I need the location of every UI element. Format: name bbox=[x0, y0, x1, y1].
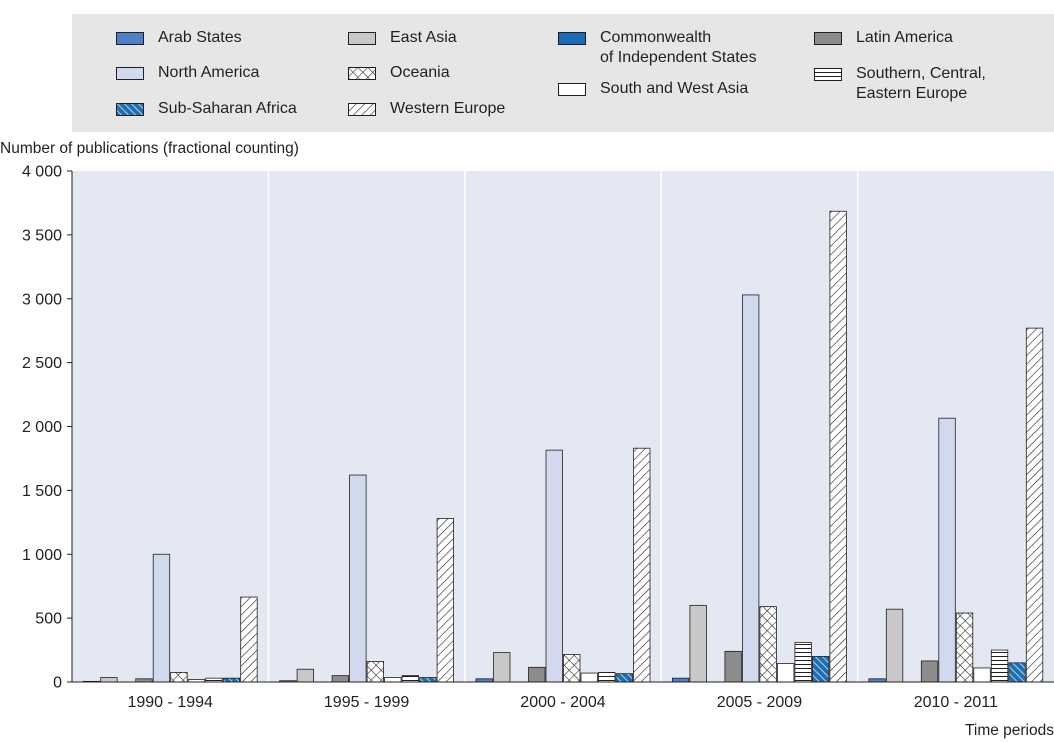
bar-east-asia-2 bbox=[493, 652, 511, 683]
bar-western-europe-2 bbox=[633, 447, 651, 683]
y-tick-label: 4 000 bbox=[22, 164, 62, 181]
legend-swatch-oceania bbox=[348, 67, 376, 80]
x-tick-label: 2005 - 2009 bbox=[717, 694, 803, 711]
x-tick-label: 2010 - 2011 bbox=[914, 694, 998, 711]
legend-swatch-east-asia bbox=[348, 32, 376, 45]
bar-sub-saharan-africa-4 bbox=[1008, 662, 1026, 683]
plot-area bbox=[72, 171, 1054, 682]
bar-sub-saharan-africa-2 bbox=[615, 673, 633, 683]
legend: Arab States North America Sub-Saharan Af… bbox=[72, 14, 1054, 132]
bar-south-and-west-asia-1 bbox=[384, 677, 402, 683]
bar-north-america-3 bbox=[742, 294, 760, 683]
bar-southern-central-eastern-europe-3 bbox=[794, 641, 812, 683]
legend-label: Arab States bbox=[158, 29, 242, 46]
bar-southern-central-eastern-europe-1 bbox=[401, 675, 420, 683]
legend-label: Western Europe bbox=[390, 100, 506, 117]
bar-north-america-4 bbox=[938, 417, 956, 683]
y-tick-label: 1 500 bbox=[22, 483, 62, 500]
bar-southern-central-eastern-europe-4 bbox=[990, 649, 1009, 683]
y-tick-label: 0 bbox=[53, 675, 62, 692]
bar-oceania-1 bbox=[366, 661, 385, 683]
legend-label: Commonwealth of Independent States bbox=[600, 29, 757, 66]
y-tick-label: 2 500 bbox=[22, 355, 62, 372]
bar-arab-states-3 bbox=[672, 677, 690, 683]
y-tick-label: 3 000 bbox=[22, 291, 62, 308]
bar-east-asia-0 bbox=[100, 677, 118, 683]
legend-swatch-sce-europe bbox=[814, 68, 842, 81]
y-tick-label: 500 bbox=[35, 611, 62, 628]
bar-south-and-west-asia-2 bbox=[580, 672, 598, 683]
legend-label: South and West Asia bbox=[600, 80, 749, 97]
legend-swatch-western-europe bbox=[348, 103, 376, 116]
bar-east-asia-1 bbox=[296, 668, 315, 683]
bar-sub-saharan-africa-1 bbox=[419, 677, 437, 683]
bar-sub-saharan-africa-3 bbox=[812, 656, 830, 683]
bar-latin-america-3 bbox=[724, 650, 742, 683]
bar-southern-central-eastern-europe-2 bbox=[598, 672, 616, 683]
bar-latin-america-2 bbox=[528, 666, 546, 683]
bar-western-europe-0 bbox=[240, 596, 258, 683]
x-tick-label: 1995 - 1999 bbox=[324, 694, 410, 711]
bar-western-europe-1 bbox=[436, 518, 455, 683]
bar-east-asia-3 bbox=[689, 604, 707, 683]
bar-latin-america-4 bbox=[920, 660, 939, 683]
bar-latin-america-1 bbox=[331, 675, 350, 683]
bar-north-america-0 bbox=[152, 553, 171, 683]
bar-southern-central-eastern-europe-0 bbox=[205, 677, 223, 683]
y-tick-label: 2 000 bbox=[22, 419, 62, 436]
bar-western-europe-4 bbox=[1025, 327, 1044, 683]
legend-swatch-cis bbox=[558, 32, 586, 45]
bar-north-america-1 bbox=[349, 474, 367, 683]
legend-swatch-sub-saharan-africa bbox=[116, 103, 144, 116]
legend-label: Southern, Central, Eastern Europe bbox=[856, 65, 986, 102]
bar-western-europe-3 bbox=[829, 210, 847, 683]
y-tick-label: 3 500 bbox=[22, 227, 62, 244]
y-tick-label: 1 000 bbox=[22, 547, 62, 564]
legend-swatch-latin-america bbox=[814, 32, 842, 45]
legend-label: Sub-Saharan Africa bbox=[158, 100, 297, 117]
legend-swatch-arab-states bbox=[116, 32, 144, 45]
legend-label: East Asia bbox=[390, 29, 457, 46]
bar-east-asia-4 bbox=[885, 608, 904, 683]
bar-oceania-0 bbox=[170, 672, 188, 683]
legend-label: Oceania bbox=[390, 64, 450, 81]
legend-label: Latin America bbox=[856, 29, 953, 46]
legend-label: North America bbox=[158, 64, 260, 81]
y-axis-title: Number of publications (fractional count… bbox=[0, 140, 299, 157]
bar-oceania-3 bbox=[759, 606, 777, 683]
bar-north-america-2 bbox=[545, 449, 563, 683]
bar-south-and-west-asia-4 bbox=[973, 667, 991, 683]
legend-swatch-south-west-asia bbox=[558, 83, 586, 96]
x-axis-title: Time periods bbox=[964, 722, 1054, 739]
bar-oceania-4 bbox=[955, 612, 974, 683]
bar-oceania-2 bbox=[563, 654, 581, 683]
x-tick-label: 1990 - 1994 bbox=[127, 694, 213, 711]
bar-south-and-west-asia-3 bbox=[777, 663, 795, 683]
legend-swatch-north-america bbox=[116, 67, 144, 80]
x-tick-label: 2000 - 2004 bbox=[520, 694, 606, 711]
bar-sub-saharan-africa-0 bbox=[222, 677, 241, 683]
